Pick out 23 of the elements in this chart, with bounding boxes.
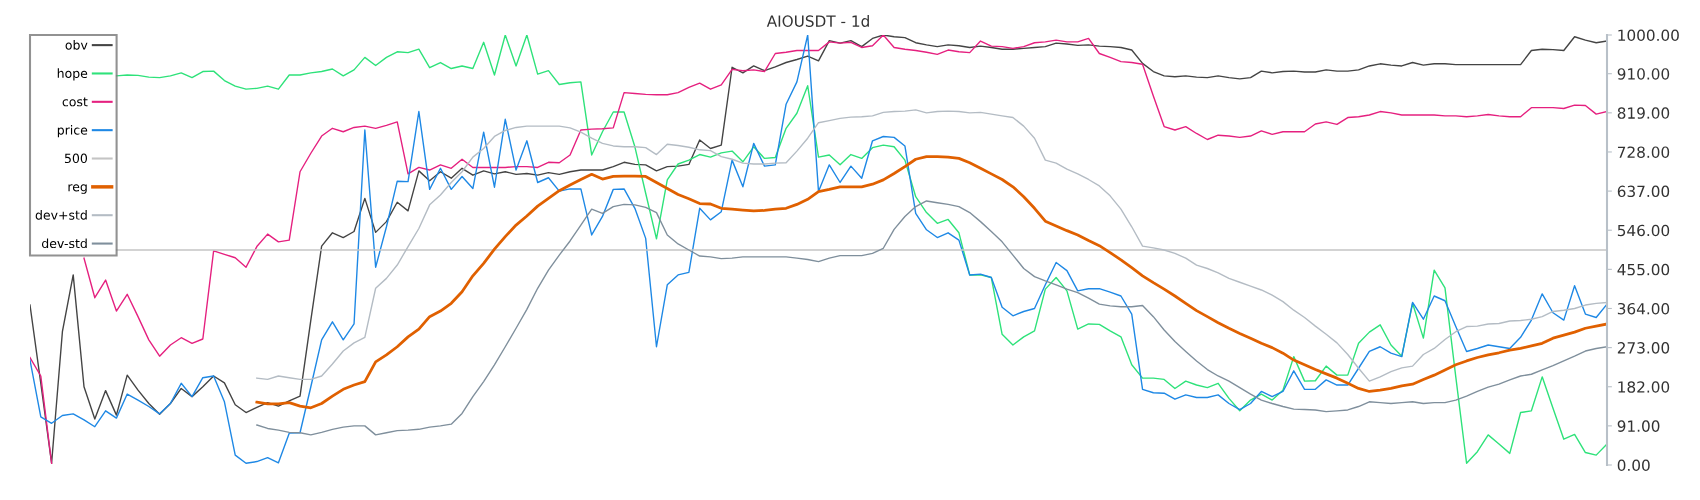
line-series xyxy=(256,200,1607,436)
legend-label: reg xyxy=(68,184,87,194)
y-tick-label: 637.00 xyxy=(1617,185,1670,198)
y-tick-label: 91.00 xyxy=(1617,420,1660,432)
y-tick-label: 1000.00 xyxy=(1618,29,1679,42)
y-tick-label: 910.00 xyxy=(1617,68,1670,80)
legend-label: 500 xyxy=(64,153,88,164)
y-tick-label: 182.00 xyxy=(1618,381,1670,393)
y-tick-label: 273.00 xyxy=(1617,342,1670,354)
legend-label: price xyxy=(57,125,88,138)
y-tick-label: 819.00 xyxy=(1617,107,1670,119)
y-tick-label: 0.00 xyxy=(1617,459,1650,472)
y-tick-label: 455.00 xyxy=(1617,263,1670,276)
y-tick-label: 364.00 xyxy=(1617,302,1670,315)
legend-label: dev-std xyxy=(41,238,87,249)
legend-label: dev+std xyxy=(35,210,87,220)
line-series xyxy=(255,155,1607,410)
y-tick-label: 546.00 xyxy=(1617,224,1670,237)
legend-label: cost xyxy=(62,97,88,107)
chart-title: AIOUSDT - 1d xyxy=(766,15,869,27)
legend-label: obv xyxy=(65,40,88,50)
legend-label: hope xyxy=(57,68,88,81)
y-tick-label: 728.00 xyxy=(1617,146,1670,158)
